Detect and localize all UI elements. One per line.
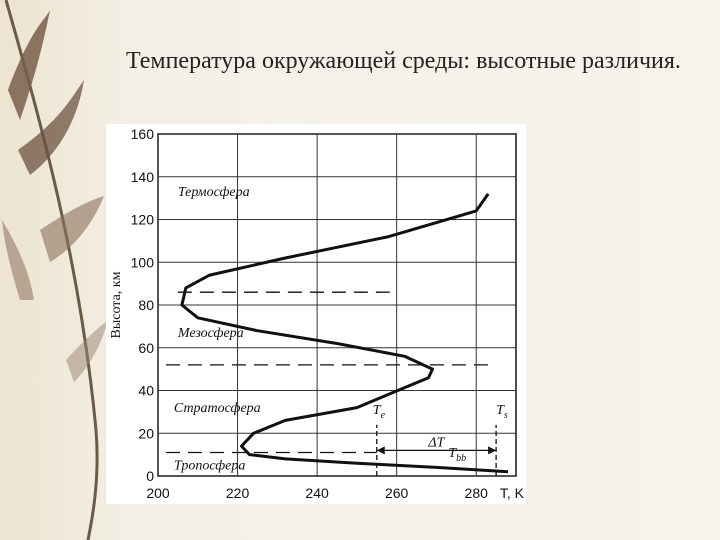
layer-label: Тропосфера — [174, 459, 245, 474]
delta-t-label: ΔT — [427, 435, 445, 450]
chart-panel: 200 220 240 260 280 0 20 40 60 80 100 120 140 160 Те… — [106, 124, 526, 504]
temperature-altitude-chart: 200 220 240 260 280 0 20 40 60 80 100 120 140 160 Те… — [109, 126, 525, 501]
x-tick-labels: 200 220 240 260 280 — [146, 485, 488, 501]
annotation-Te: Te — [373, 403, 386, 421]
layer-label: Мезосфера — [177, 326, 244, 341]
x-axis-label: T, K — [500, 485, 525, 501]
x-tick-label: 280 — [465, 485, 489, 501]
x-tick-label: 260 — [385, 485, 409, 501]
y-tick-label: 0 — [146, 468, 154, 484]
layer-labels: Термосфера Мезосфера Стратосфера Тропосфера — [174, 185, 261, 474]
y-tick-labels: 0 20 40 60 80 100 120 140 160 — [131, 126, 155, 484]
layer-label: Стратосфера — [174, 401, 261, 416]
series-group — [180, 193, 509, 474]
y-tick-label: 140 — [131, 169, 155, 185]
reference-lines — [165, 291, 489, 454]
y-tick-label: 160 — [131, 126, 155, 142]
vertical-markers — [376, 424, 497, 476]
y-axis-label: Высота, км — [109, 271, 124, 338]
y-tick-label: 60 — [138, 340, 154, 356]
arrowhead-left — [376, 446, 385, 455]
y-tick-label: 20 — [138, 425, 154, 441]
arrowhead-right — [488, 446, 497, 455]
x-tick-label: 240 — [305, 485, 329, 501]
slide-title: Температура окружающей среды: высотные р… — [126, 48, 681, 74]
annotation-Ts: Ts — [496, 403, 508, 421]
y-tick-label: 80 — [138, 297, 154, 313]
layer-label: Термосфера — [178, 185, 250, 200]
willow-branch-icon — [2, 0, 108, 540]
y-tick-label: 40 — [138, 383, 154, 399]
annotation-Tbb: Tbb — [448, 446, 466, 464]
x-tick-label: 220 — [226, 485, 250, 501]
y-tick-label: 120 — [131, 212, 155, 228]
x-tick-label: 200 — [146, 485, 170, 501]
chart-grid — [157, 133, 517, 477]
annotations: Te Ts Tbb — [373, 403, 508, 464]
temperature-profile-line — [180, 193, 509, 474]
y-tick-label: 100 — [131, 254, 155, 270]
